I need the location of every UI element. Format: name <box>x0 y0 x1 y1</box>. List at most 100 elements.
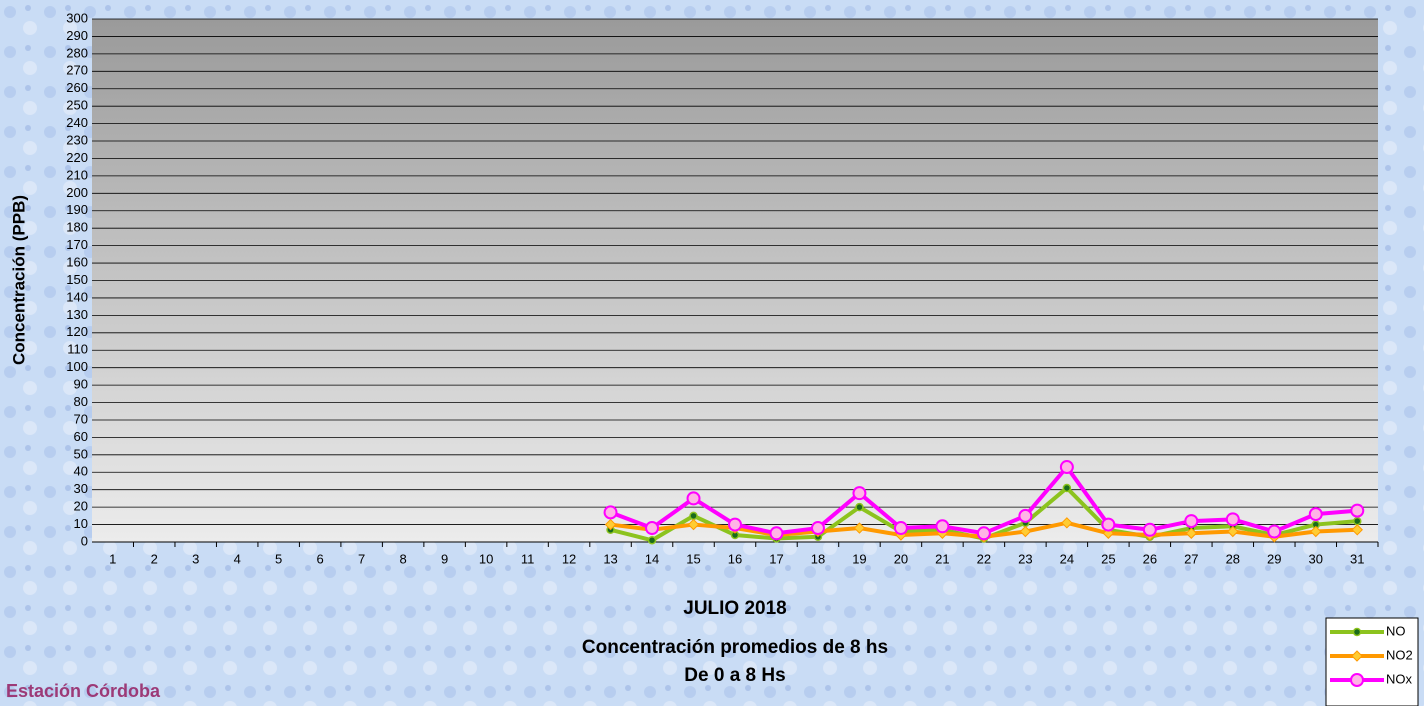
x-tick-label: 7 <box>358 551 365 566</box>
y-tick-label: 30 <box>74 481 88 496</box>
y-tick-label: 80 <box>74 394 88 409</box>
y-tick-label: 60 <box>74 429 88 444</box>
y-tick-label: 290 <box>66 28 88 43</box>
y-tick-label: 220 <box>66 150 88 165</box>
legend-marker <box>1351 650 1363 662</box>
y-tick-label: 110 <box>67 342 88 357</box>
data-point <box>810 521 825 536</box>
legend-marker <box>1352 627 1362 637</box>
y-tick-label: 240 <box>66 115 88 130</box>
y-tick-label: 150 <box>66 272 88 287</box>
data-point <box>935 519 950 534</box>
data-point <box>1350 503 1365 518</box>
y-tick-label: 300 <box>66 10 88 25</box>
x-tick-label: 15 <box>686 551 700 566</box>
data-point <box>1310 525 1322 538</box>
legend-label: NOx <box>1386 671 1413 686</box>
data-point <box>1351 524 1363 536</box>
y-tick-label: 230 <box>66 132 88 147</box>
y-tick-label: 280 <box>66 45 88 60</box>
y-tick-label: 50 <box>74 446 88 461</box>
data-point <box>769 526 784 541</box>
x-tick-label: 18 <box>811 551 825 566</box>
x-tick-label: 6 <box>317 551 324 566</box>
x-tick-label: 31 <box>1350 551 1364 566</box>
x-tick-label: 29 <box>1267 551 1281 566</box>
x-tick-label: 16 <box>728 551 742 566</box>
data-point <box>1353 516 1362 526</box>
x-tick-label: 9 <box>441 551 448 566</box>
data-point <box>1019 525 1032 538</box>
y-tick-label: 0 <box>81 533 88 548</box>
data-point <box>1018 508 1033 523</box>
y-tick-label: 250 <box>66 98 88 113</box>
data-point <box>1227 525 1239 538</box>
y-tick-label: 190 <box>66 202 88 217</box>
data-point <box>976 526 991 541</box>
data-point <box>689 511 698 521</box>
x-tick-label: 17 <box>769 551 783 566</box>
data-point <box>852 486 867 501</box>
y-tick-label: 170 <box>66 237 88 252</box>
data-point <box>1185 527 1198 539</box>
x-tick-label: 12 <box>562 551 576 566</box>
title: JULIO 2018 <box>683 598 787 619</box>
y-tick-label: 100 <box>66 359 88 374</box>
y-tick-label: 90 <box>74 377 88 392</box>
x-tick-label: 27 <box>1184 551 1198 566</box>
x-tick-label: 22 <box>977 551 991 566</box>
data-point <box>1142 522 1157 537</box>
title: Concentración promedios de 8 hs <box>582 637 888 658</box>
data-point <box>604 518 617 531</box>
data-point <box>1059 460 1074 475</box>
x-tick-label: 1 <box>109 551 116 566</box>
data-point <box>647 536 657 545</box>
x-tick-label: 20 <box>894 551 908 566</box>
data-point <box>893 521 908 536</box>
y-tick-label: 210 <box>66 167 88 182</box>
x-tick-label: 13 <box>603 551 617 566</box>
y-tick-label: 120 <box>66 324 88 339</box>
y-tick-label: 10 <box>74 516 88 531</box>
x-tick-label: 8 <box>400 551 407 566</box>
y-tick-label: 70 <box>74 411 88 426</box>
legend-label: NO <box>1386 623 1406 638</box>
x-tick-label: 14 <box>645 551 659 566</box>
y-axis-label: Concentración (PPB) <box>9 195 28 365</box>
data-point <box>1267 524 1282 539</box>
data-point <box>1061 517 1073 529</box>
legend-marker <box>1350 673 1364 687</box>
data-point <box>1308 507 1323 522</box>
y-tick-label: 200 <box>66 185 88 200</box>
x-tick-label: 23 <box>1018 551 1032 566</box>
data-point <box>603 505 618 520</box>
x-tick-label: 2 <box>151 551 158 566</box>
data-point <box>728 517 742 532</box>
x-tick-label: 30 <box>1309 551 1323 566</box>
x-tick-label: 5 <box>275 551 282 566</box>
y-tick-label: 160 <box>66 255 88 270</box>
legend-label: NO2 <box>1386 647 1413 662</box>
data-point <box>645 521 660 536</box>
data-point <box>1101 517 1116 532</box>
station-label: Estación Córdoba <box>6 681 161 701</box>
y-tick-label: 270 <box>66 63 88 78</box>
x-tick-label: 21 <box>935 551 949 566</box>
title: De 0 a 8 Hs <box>684 665 785 686</box>
x-tick-label: 3 <box>192 551 199 566</box>
data-point <box>1062 483 1072 493</box>
x-tick-label: 26 <box>1143 551 1157 566</box>
y-tick-label: 260 <box>66 80 88 95</box>
data-point <box>1184 514 1199 529</box>
y-tick-label: 180 <box>66 220 88 235</box>
data-point <box>855 502 864 512</box>
x-tick-label: 25 <box>1101 551 1115 566</box>
y-tick-label: 140 <box>66 289 88 304</box>
x-tick-label: 11 <box>521 551 535 566</box>
data-point <box>1225 512 1240 527</box>
x-tick-label: 19 <box>852 551 866 566</box>
y-tick-label: 40 <box>74 464 88 479</box>
x-tick-label: 24 <box>1060 551 1074 566</box>
y-tick-label: 130 <box>66 307 88 322</box>
